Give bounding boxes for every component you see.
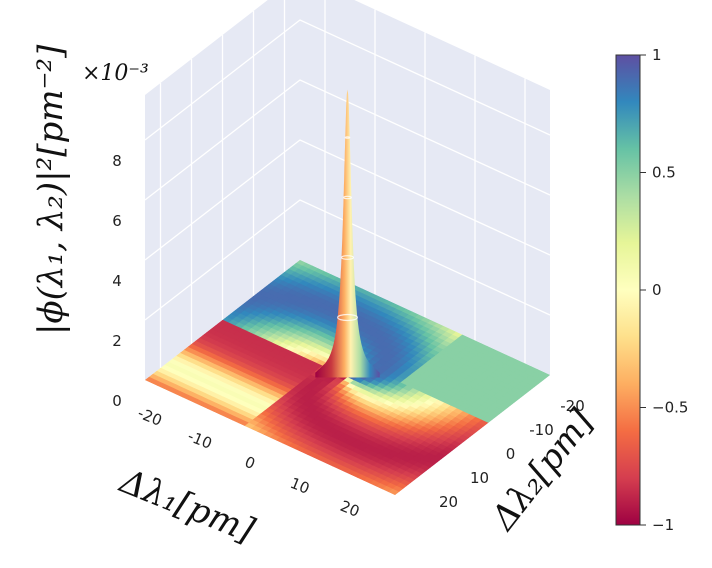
surface-cell — [388, 488, 400, 495]
x-tick-labels: -20 -10 0 10 20 — [135, 404, 362, 521]
x-tick-label: -10 — [185, 427, 214, 453]
z-exponent-label: ×10⁻³ — [82, 61, 149, 86]
z-tick-label: 0 — [112, 392, 122, 410]
z-tick-label: 6 — [112, 212, 122, 230]
x-tick-label: -20 — [135, 404, 164, 430]
grid-lines — [144, 0, 551, 368]
x-tick-label: 10 — [288, 474, 312, 498]
colorbar-tick-label: 0.5 — [652, 164, 676, 182]
contour-ring — [340, 255, 355, 260]
z-tick-label: 8 — [112, 152, 122, 170]
y-tick-label: 20 — [439, 493, 458, 511]
colorbar-ticks: 1 0.5 0 −0.5 −1 — [640, 46, 688, 534]
y-tick-label: 10 — [470, 469, 489, 487]
colorbar-tick-label: 1 — [652, 46, 662, 64]
z-axis-label: |ϕ(λ₁, λ₂)|²[pm⁻²] — [31, 44, 71, 335]
contour-ring — [342, 195, 353, 200]
peak-surface — [315, 89, 380, 378]
y-tick-label: 0 — [506, 445, 516, 463]
x-axis-label: Δλ₁[pm] — [113, 461, 261, 552]
grid-line — [144, 139, 551, 261]
y-tick-labels: 20 10 0 -10 -20 — [439, 397, 585, 511]
z-tick-label: 2 — [112, 332, 122, 350]
y-tick-label: -10 — [529, 421, 554, 439]
colorbar — [615, 54, 641, 526]
contour-ring — [337, 313, 358, 322]
colorbar-tick-label: −1 — [652, 516, 674, 534]
colorbar-tick-label: −0.5 — [652, 399, 688, 417]
x-tick-label: 0 — [242, 453, 258, 473]
z-tick-labels: 0 2 4 6 8 — [112, 152, 122, 410]
contour-ring — [344, 136, 351, 139]
peak-body — [315, 89, 380, 378]
y-tick-label: -20 — [560, 397, 585, 415]
z-tick-label: 4 — [112, 272, 122, 290]
surface-plot — [145, 260, 550, 495]
grid-line — [144, 19, 551, 141]
grid-line — [144, 79, 551, 201]
grid-line — [144, 199, 551, 321]
x-tick-label: 20 — [338, 497, 362, 521]
colorbar-tick-label: 0 — [652, 281, 662, 299]
